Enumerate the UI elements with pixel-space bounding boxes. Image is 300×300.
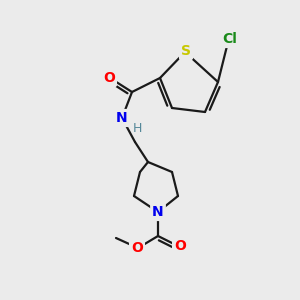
Text: Cl: Cl xyxy=(223,32,237,46)
Text: N: N xyxy=(116,111,128,125)
Text: S: S xyxy=(181,44,191,58)
Text: O: O xyxy=(174,239,186,253)
Text: O: O xyxy=(103,71,115,85)
Text: O: O xyxy=(131,241,143,255)
Text: H: H xyxy=(132,122,142,134)
Text: N: N xyxy=(152,205,164,219)
